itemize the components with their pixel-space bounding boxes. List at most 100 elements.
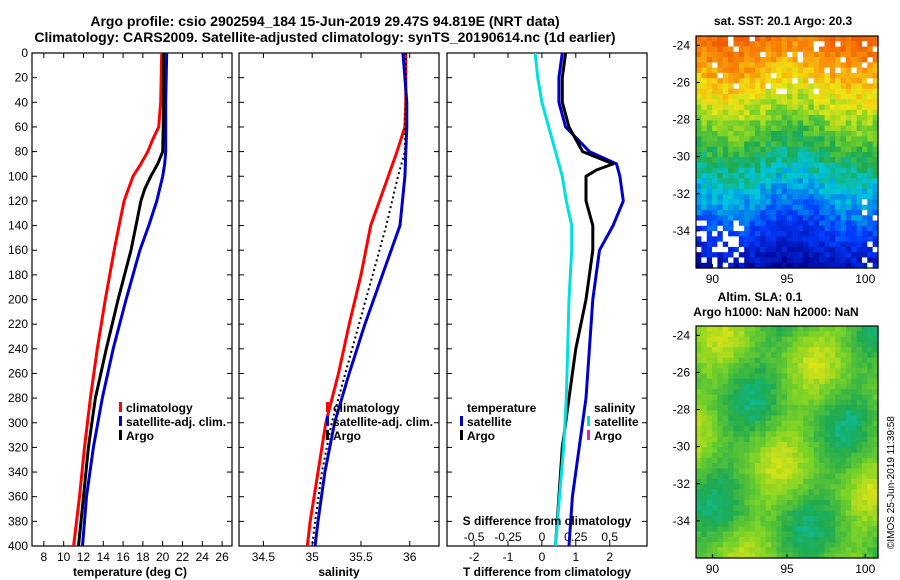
map-cell	[797, 162, 804, 169]
map-cell	[733, 99, 740, 106]
map-cell	[797, 125, 804, 132]
map-cell	[733, 72, 740, 79]
map-cell	[701, 489, 708, 496]
map-cell	[872, 468, 879, 475]
map-cell	[722, 220, 729, 227]
map-cell	[845, 141, 852, 148]
temperature-legend: climatology satellite-adj. clim. Argo	[119, 401, 226, 443]
map-cell	[706, 246, 713, 253]
map-cell	[738, 505, 745, 512]
map-cell	[776, 452, 783, 459]
map-cell	[792, 125, 799, 132]
map-cell	[781, 62, 788, 69]
x-tick-label: 0	[539, 550, 546, 564]
map-cell	[824, 494, 831, 501]
map-cell	[744, 405, 751, 411]
map-cell	[835, 384, 842, 390]
map-cell	[829, 405, 836, 411]
map-cell	[770, 215, 777, 222]
map-cell	[749, 130, 756, 137]
map-cell	[851, 420, 858, 427]
map-cell	[824, 510, 831, 517]
map-cell	[701, 252, 708, 259]
map-cell	[829, 167, 836, 174]
map-cell	[824, 83, 831, 90]
map-cell	[738, 152, 745, 158]
map-cell	[867, 199, 874, 206]
map-cell	[701, 67, 708, 74]
map-cell	[744, 463, 751, 469]
map-cell	[733, 447, 740, 454]
map-cell	[781, 362, 788, 369]
map-cell	[787, 378, 793, 385]
map-cell	[712, 146, 719, 153]
map-cell	[824, 547, 831, 554]
map-cell	[754, 389, 761, 396]
map-cell	[749, 399, 756, 406]
map-cell	[728, 183, 735, 190]
map-cell	[760, 515, 767, 522]
map-cell	[781, 225, 788, 232]
map-cell	[738, 62, 745, 69]
map-cell	[765, 231, 772, 237]
legend-swatch-satellite	[326, 416, 329, 426]
map-cell	[787, 136, 793, 143]
map-cell	[770, 204, 777, 211]
map-cell	[706, 426, 713, 433]
map-cell	[861, 130, 868, 137]
map-cell	[851, 210, 858, 216]
map-cell	[797, 146, 804, 153]
map-cell	[770, 452, 777, 459]
map-cell	[787, 410, 793, 417]
map-cell	[819, 510, 826, 517]
map-cell	[824, 210, 831, 216]
map-cell	[776, 167, 783, 174]
map-cell	[803, 109, 810, 116]
map-cell	[856, 46, 863, 53]
map-cell	[840, 220, 847, 227]
map-cell	[808, 46, 815, 53]
map-cell	[851, 362, 858, 369]
map-cell	[696, 41, 702, 48]
map-cell	[781, 468, 788, 475]
map-cell	[787, 178, 793, 185]
map-cell	[835, 394, 842, 401]
map-cell	[722, 51, 729, 58]
map-cell	[819, 146, 826, 153]
map-cell	[856, 236, 863, 243]
map-cell	[856, 426, 863, 433]
map-cell	[792, 194, 799, 201]
map-cell	[797, 78, 804, 85]
map-cell	[696, 515, 702, 522]
map-cell	[787, 452, 793, 459]
map-cell	[728, 125, 735, 132]
map-cell	[712, 94, 719, 100]
map-cell	[754, 410, 761, 417]
map-cell	[760, 246, 767, 253]
map-cell	[717, 194, 724, 201]
map-cell	[867, 489, 874, 496]
map-cell	[835, 173, 842, 179]
map-cell	[840, 399, 847, 406]
map-cell	[808, 67, 815, 74]
map-cell	[712, 420, 719, 427]
map-cell	[701, 378, 708, 385]
map-cell	[867, 457, 874, 464]
map-cell	[851, 141, 858, 148]
map-cell	[835, 500, 842, 506]
map-cell	[717, 484, 724, 491]
map-cell	[835, 389, 842, 396]
map-cell	[803, 426, 810, 433]
map-cell	[754, 204, 761, 211]
map-cell	[776, 510, 783, 517]
map-cell	[867, 362, 874, 369]
map-cell	[813, 415, 820, 422]
map-cell	[835, 378, 842, 385]
map-cell	[712, 83, 719, 90]
map-cell	[701, 36, 708, 42]
map-cell	[781, 136, 788, 143]
map-cell	[760, 78, 767, 85]
map-cell	[733, 468, 740, 475]
map-cell	[787, 220, 793, 227]
map-cell	[728, 357, 735, 364]
